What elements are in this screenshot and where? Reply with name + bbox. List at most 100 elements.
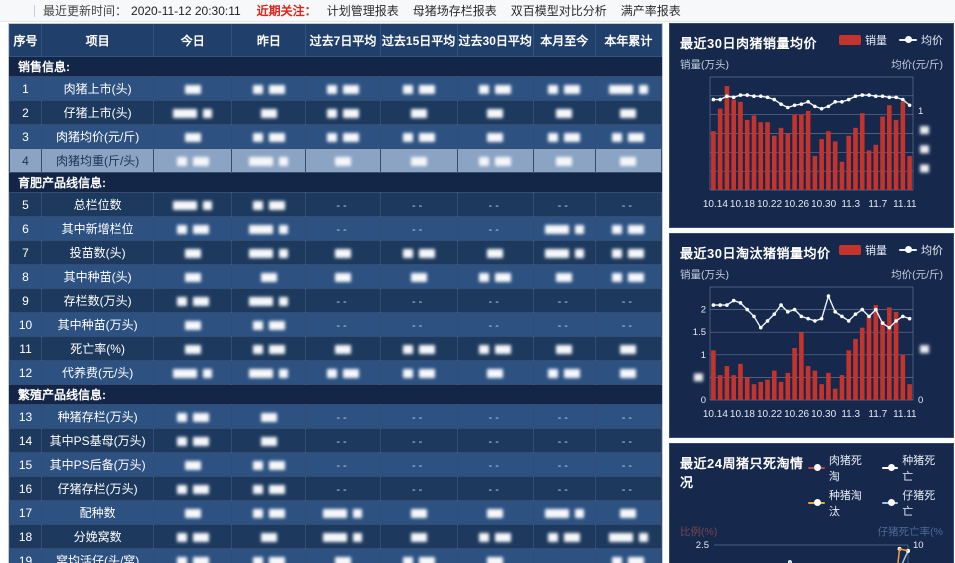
chart-panel-pig-sales: 最近30日肉猪销量均价 销量 均价 销量(万头) 均价(元/斤) 1 10.14 10…: [669, 23, 954, 228]
redacted-value: [249, 248, 274, 258]
report-link[interactable]: 计划管理报表: [326, 4, 399, 18]
column-header[interactable]: 项目: [41, 24, 155, 57]
value-cell: [305, 124, 381, 149]
table-row[interactable]: 13 种猪存栏(万头) -- -- -- -- --: [8, 404, 663, 429]
value-cell: [305, 548, 381, 563]
column-header[interactable]: 序号: [8, 24, 43, 57]
table-row[interactable]: 4 肉猪均重(斤/头): [8, 148, 663, 173]
value-cell: [231, 312, 307, 337]
value-cell: --: [532, 192, 596, 217]
svg-text:11.3: 11.3: [841, 409, 860, 420]
svg-text:10.26: 10.26: [784, 199, 809, 210]
table-row[interactable]: 1 肉猪上市(头): [8, 76, 663, 101]
svg-text:10.18: 10.18: [730, 199, 755, 210]
legend-item[interactable]: 销量: [839, 242, 887, 258]
table-row[interactable]: 12 代养费(元/头): [8, 360, 663, 385]
redacted-value: [268, 508, 285, 518]
left-axis-label: 销量(万头): [680, 269, 729, 281]
table-row[interactable]: 9 存栏数(万头) -- -- -- -- --: [8, 288, 663, 313]
table-row[interactable]: 8 其中种苗(头): [8, 264, 663, 289]
legend-item[interactable]: 销量: [839, 32, 887, 48]
table-row[interactable]: 16 仔猪存栏(万头) -- -- -- -- --: [8, 476, 663, 501]
legend-item[interactable]: 均价: [899, 32, 943, 48]
row-label: 肉猪上市(头): [41, 76, 155, 101]
svg-text:10.26: 10.26: [784, 409, 809, 420]
report-link[interactable]: 双百模型对比分析: [510, 4, 607, 18]
chart-title: 最近30日淘汰猪销量均价: [680, 246, 831, 261]
value-cell: [456, 264, 534, 289]
value-cell: --: [379, 452, 458, 477]
table-row[interactable]: 5 总栏位数 -- -- -- -- --: [8, 192, 663, 217]
table-row[interactable]: 19 窝均活仔(头/窝): [8, 548, 663, 563]
report-link[interactable]: 母猪场存栏报表: [412, 4, 497, 18]
value-cell: [231, 452, 307, 477]
row-number: 8: [8, 264, 43, 289]
section-label: 销售信息:: [9, 56, 662, 77]
redacted-value: [252, 132, 263, 142]
table-row[interactable]: 15 其中PS后备(万头) -- -- -- -- --: [8, 452, 663, 477]
redacted-value: [410, 508, 427, 518]
report-link[interactable]: 满产率报表: [620, 4, 681, 18]
no-data-dash: --: [488, 295, 502, 308]
value-cell: [456, 240, 534, 265]
redacted-value: [612, 132, 623, 142]
value-cell: --: [456, 288, 534, 313]
legend-item[interactable]: 均价: [899, 242, 943, 258]
row-number: 10: [8, 312, 43, 337]
divider: [34, 4, 35, 17]
right-axis-label: 均价(元/斤): [891, 59, 943, 71]
right-axis-label: 均价(元/斤): [891, 269, 943, 281]
value-cell: --: [305, 312, 381, 337]
no-data-dash: --: [411, 459, 426, 472]
column-header[interactable]: 过去7日平均: [305, 24, 381, 57]
svg-text:10.14: 10.14: [703, 409, 728, 420]
no-data-dash: --: [411, 295, 426, 308]
column-header[interactable]: 本月至今: [532, 24, 596, 57]
column-header[interactable]: 过去15日平均: [379, 24, 458, 57]
redacted-value: [342, 132, 359, 142]
legend-item[interactable]: 肉猪死淘: [808, 452, 869, 484]
legend-item[interactable]: 种猪死亡: [881, 452, 943, 484]
no-data-dash: --: [621, 319, 636, 332]
value-cell: --: [305, 216, 381, 241]
table-row[interactable]: 7 投苗数(头): [8, 240, 663, 265]
column-header[interactable]: 今日: [153, 24, 233, 57]
value-cell: [305, 240, 381, 265]
value-cell: [231, 148, 307, 173]
table-row[interactable]: 6 其中新增栏位 -- -- --: [8, 216, 663, 241]
redacted-value: [612, 248, 623, 258]
svg-text:11.11: 11.11: [893, 409, 917, 420]
table-row[interactable]: 17 配种数: [8, 500, 663, 525]
svg-text:10.14: 10.14: [703, 199, 728, 210]
row-number: 9: [8, 288, 43, 313]
value-cell: --: [456, 192, 534, 217]
column-header[interactable]: 昨日: [231, 24, 307, 57]
row-number: 14: [8, 428, 43, 453]
value-cell: [379, 124, 458, 149]
redacted-value: [544, 508, 569, 518]
line-dot-icon: [899, 36, 917, 44]
value-cell: --: [305, 476, 381, 501]
column-header[interactable]: 本年累计: [594, 24, 663, 57]
section-label: 繁殖产品线信息:: [9, 384, 662, 405]
update-time-value: 2020-11-12 20:30:11: [131, 3, 241, 18]
redacted-value: [402, 84, 413, 94]
no-data-dash: --: [336, 483, 350, 496]
table-row[interactable]: 11 死亡率(%): [8, 336, 663, 361]
column-header[interactable]: 过去30日平均: [456, 24, 534, 57]
value-cell: --: [379, 428, 458, 453]
table-row[interactable]: 18 分娩窝数: [8, 524, 663, 549]
redacted-value: [342, 108, 359, 118]
row-number: 3: [8, 124, 43, 149]
legend-item[interactable]: 种猪淘汰: [808, 487, 869, 519]
table-row[interactable]: 3 肉猪均价(元/斤): [8, 124, 663, 149]
redacted-value: [628, 224, 645, 234]
section-header-row: 育肥产品线信息:: [9, 172, 662, 193]
weekly-death-cull-chart: 2.510281.56: [696, 540, 924, 563]
table-row[interactable]: 14 其中PS基母(万头) -- -- -- -- --: [8, 428, 663, 453]
row-label: 肉猪均价(元/斤): [41, 124, 155, 149]
no-data-dash: --: [557, 459, 571, 472]
legend-item[interactable]: 仔猪死亡: [881, 487, 943, 519]
table-row[interactable]: 2 仔猪上市(头): [8, 100, 663, 125]
table-row[interactable]: 10 其中种苗(万头) -- -- -- -- --: [8, 312, 663, 337]
